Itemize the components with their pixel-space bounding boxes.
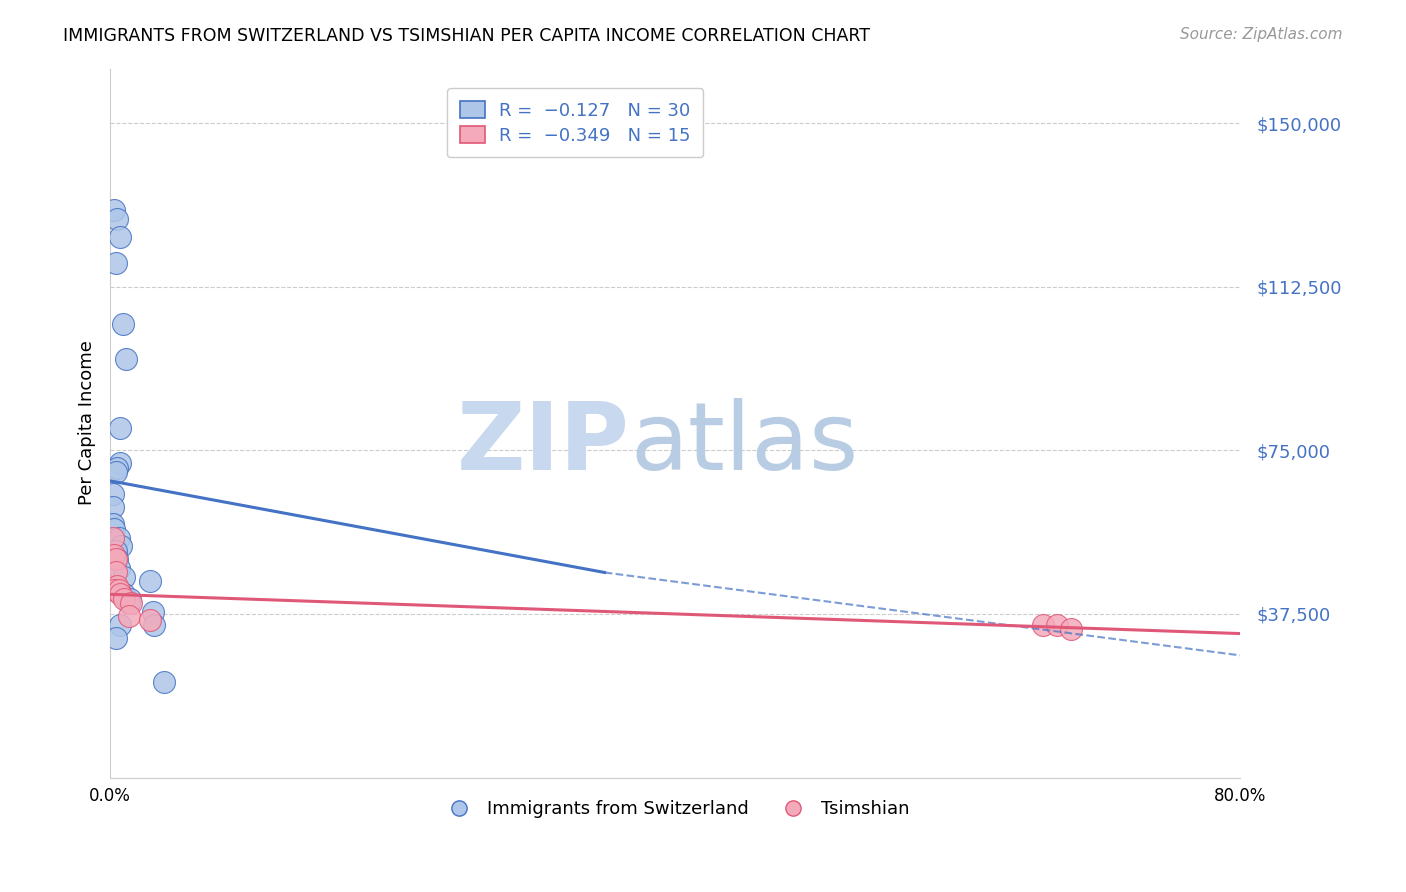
Point	[105, 578, 128, 592]
Point	[118, 591, 141, 606]
Point	[138, 614, 160, 628]
Legend: Immigrants from Switzerland, Tsimshian: Immigrants from Switzerland, Tsimshian	[434, 793, 917, 825]
Point	[142, 617, 165, 632]
Point	[107, 582, 129, 597]
Point	[107, 561, 129, 575]
Point	[101, 500, 124, 514]
Point	[103, 582, 125, 597]
Point	[104, 582, 127, 597]
Point	[101, 487, 124, 501]
Point	[1031, 617, 1053, 632]
Point	[120, 596, 142, 610]
Point	[104, 465, 127, 479]
Text: Source: ZipAtlas.com: Source: ZipAtlas.com	[1180, 27, 1343, 42]
Point	[103, 522, 125, 536]
Point	[103, 548, 125, 562]
Point	[105, 552, 128, 566]
Point	[117, 609, 139, 624]
Point	[117, 596, 139, 610]
Point	[107, 531, 129, 545]
Point	[110, 539, 132, 553]
Text: atlas: atlas	[630, 399, 858, 491]
Point	[138, 574, 160, 589]
Point	[114, 351, 136, 366]
Point	[104, 552, 127, 566]
Point	[105, 212, 128, 227]
Text: IMMIGRANTS FROM SWITZERLAND VS TSIMSHIAN PER CAPITA INCOME CORRELATION CHART: IMMIGRANTS FROM SWITZERLAND VS TSIMSHIAN…	[63, 27, 870, 45]
Point	[141, 605, 163, 619]
Point	[1060, 622, 1083, 636]
Point	[108, 617, 131, 632]
Point	[108, 457, 131, 471]
Point	[112, 591, 135, 606]
Point	[153, 674, 176, 689]
Point	[1046, 617, 1069, 632]
Point	[101, 531, 124, 545]
Point	[111, 317, 134, 331]
Point	[105, 460, 128, 475]
Point	[108, 587, 131, 601]
Y-axis label: Per Capita Income: Per Capita Income	[79, 341, 96, 506]
Point	[101, 517, 124, 532]
Point	[104, 631, 127, 645]
Text: ZIP: ZIP	[457, 399, 630, 491]
Point	[104, 543, 127, 558]
Point	[112, 587, 135, 601]
Point	[112, 570, 135, 584]
Point	[103, 203, 125, 218]
Point	[104, 255, 127, 269]
Point	[104, 566, 127, 580]
Point	[108, 421, 131, 435]
Point	[108, 229, 131, 244]
